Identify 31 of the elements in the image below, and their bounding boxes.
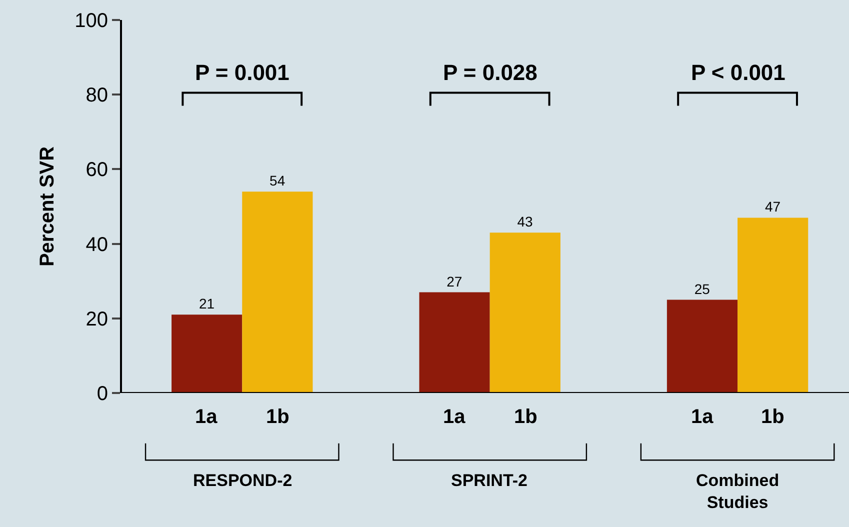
bar: [490, 232, 560, 393]
annotation: P = 0.028: [443, 60, 538, 85]
data-label: 43: [517, 214, 534, 230]
bar: [242, 192, 313, 393]
y-tick-label: 20: [86, 308, 108, 330]
y-tick-label: 0: [96, 383, 108, 405]
series-label: 1b: [266, 406, 290, 428]
text: 1a: [691, 406, 714, 428]
data-label: 54: [270, 172, 286, 189]
text: 1b: [514, 406, 538, 428]
annotation: P = 0.001: [195, 60, 290, 85]
bar: [419, 292, 490, 393]
text: 1b: [761, 406, 784, 428]
data-label: 47: [764, 198, 781, 215]
bar: [666, 300, 738, 393]
y-tick-label: 60: [86, 159, 108, 182]
text: 1a: [443, 406, 466, 428]
y-tick-label: 40: [86, 234, 108, 256]
data-label: 25: [694, 280, 710, 297]
annotation: P < 0.001: [691, 60, 786, 85]
data-label: 21: [198, 296, 215, 312]
x-tick-label: RESPOND-2: [193, 471, 292, 490]
data-label: 27: [446, 273, 462, 290]
series-label: 1a: [195, 406, 218, 428]
x-tick-label: Combined Studies: [696, 471, 780, 512]
bar: [172, 314, 242, 393]
x-tick-label: SPRINT-2: [451, 471, 528, 490]
y-axis-title: Percent SVR: [36, 146, 59, 267]
bar: [738, 218, 808, 393]
y-tick-label: 80: [86, 84, 108, 107]
y-tick-label: 100: [74, 10, 108, 32]
